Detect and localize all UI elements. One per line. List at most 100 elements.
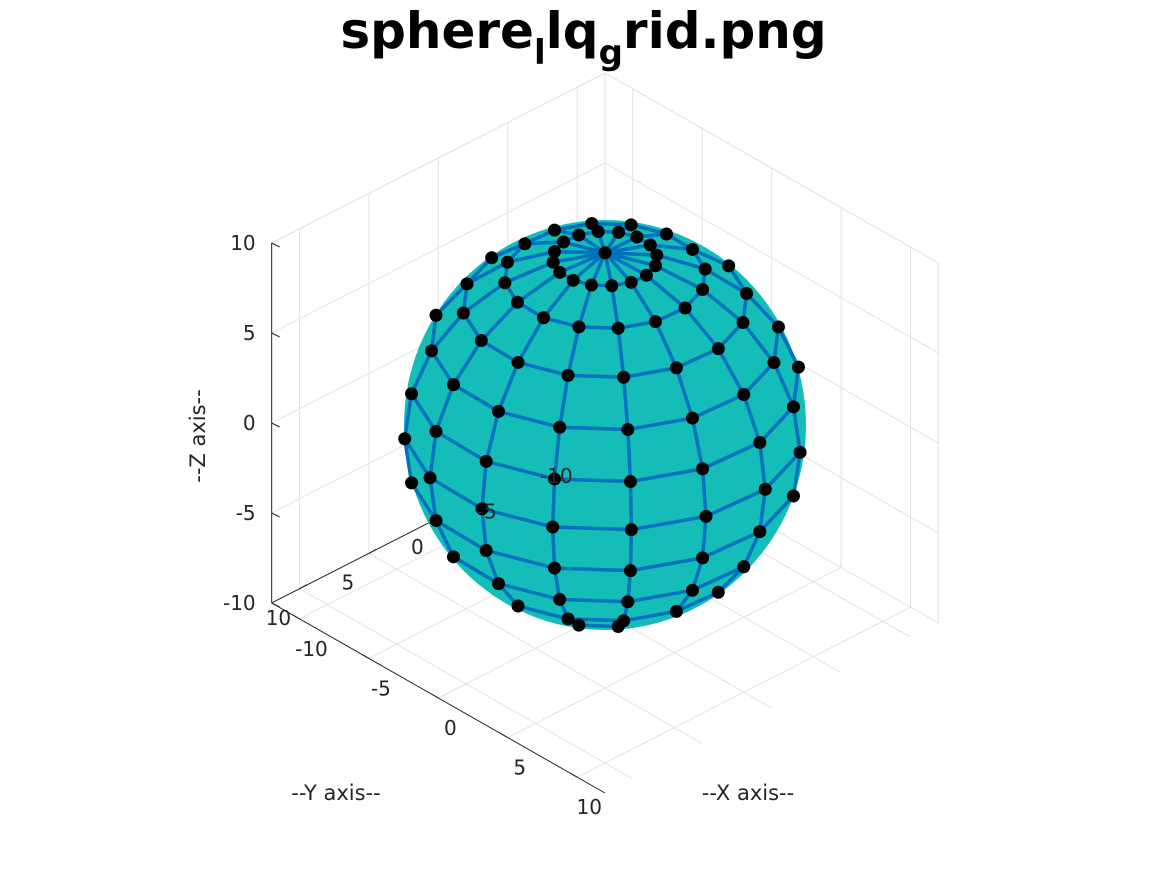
- longitude-segment: [700, 516, 708, 559]
- y-tick-label: 0: [411, 535, 424, 559]
- grid-node-point: [598, 246, 612, 260]
- z-tick-mark: [271, 242, 280, 248]
- longitude-segment: [741, 321, 776, 364]
- grid-node-point: [624, 275, 638, 289]
- longitude-segment: [626, 429, 633, 482]
- z-tick-label: 0: [243, 411, 256, 435]
- longitude-segment: [604, 251, 657, 257]
- grid-node-point: [617, 370, 631, 384]
- longitude-segment: [742, 394, 762, 444]
- latitude-segment: [631, 514, 707, 532]
- longitude-segment: [559, 251, 606, 274]
- grid-node-point: [685, 583, 699, 597]
- latitude-segment: [591, 221, 632, 227]
- latitude-segment: [403, 437, 432, 479]
- grid-node-point: [498, 276, 512, 290]
- longitude-segment: [691, 247, 730, 268]
- latitude-segment: [452, 383, 500, 413]
- latitude-segment: [480, 339, 519, 364]
- longitude-segment: [550, 478, 557, 528]
- longitude-segment: [434, 384, 456, 433]
- z-tick-label: 10: [230, 231, 255, 255]
- grid-edge: [271, 72, 606, 244]
- longitude-segment: [656, 253, 706, 271]
- grid-node-point: [696, 462, 710, 476]
- grid-node-point: [553, 592, 567, 606]
- latitude-segment: [691, 565, 745, 592]
- grid-node-point: [624, 523, 638, 537]
- longitude-segment: [700, 468, 708, 517]
- grid-node-point: [650, 248, 664, 262]
- title-subscript-2: g: [598, 33, 623, 73]
- grid-node-point: [621, 423, 635, 437]
- grid-node-point: [771, 320, 785, 334]
- grid-node-point: [546, 520, 560, 534]
- sphere-nodes: [398, 217, 807, 633]
- grid-node-point: [767, 356, 781, 370]
- y-tick-label: -5: [477, 500, 497, 524]
- grid-node-point: [630, 230, 644, 244]
- grid-node-point: [572, 320, 586, 334]
- z-tick-mark: [271, 422, 280, 428]
- latitude-segment: [498, 581, 561, 602]
- grid-node-point: [737, 388, 751, 402]
- x-tick-mark: [569, 772, 578, 778]
- longitude-segment: [428, 431, 438, 479]
- longitude-segment: [628, 529, 634, 571]
- longitude-segment: [758, 489, 767, 532]
- grid-node-point: [425, 344, 439, 358]
- latitude-segment: [691, 392, 745, 420]
- z-tick-label: -5: [236, 501, 256, 525]
- latitude-segment: [705, 487, 766, 519]
- latitude-segment: [742, 361, 776, 396]
- latitude-segment: [627, 416, 693, 432]
- latitude-segment: [554, 477, 631, 484]
- grid-node-point: [786, 400, 800, 414]
- grid-node-point: [566, 273, 580, 287]
- grid-node-point: [605, 279, 619, 293]
- grid-node-point: [479, 454, 493, 468]
- x-axis-label: --X axis--: [702, 781, 794, 805]
- longitude-segment: [466, 260, 509, 286]
- longitude-segment: [704, 267, 748, 295]
- grid-node-point: [585, 217, 599, 231]
- longitude-segment: [745, 292, 780, 329]
- longitude-segment: [402, 393, 414, 440]
- latitude-segment: [498, 409, 561, 429]
- latitude-segment: [630, 556, 703, 573]
- longitude-segment: [428, 477, 438, 521]
- grid-node-point: [492, 404, 506, 418]
- longitude-segment: [552, 427, 562, 480]
- grid-node-point: [685, 411, 699, 425]
- longitude-segment: [650, 243, 693, 252]
- grid-node-point: [479, 543, 493, 557]
- x-tick-label: -5: [371, 676, 391, 700]
- z-tick-label: 5: [243, 321, 256, 345]
- grid-node-point: [548, 223, 561, 237]
- grid-node-point: [553, 420, 567, 434]
- grid-node-point: [737, 560, 751, 574]
- grid-node-point: [429, 308, 443, 322]
- longitude-segment: [409, 350, 434, 395]
- grid-node-point: [791, 360, 805, 374]
- latitude-segment: [554, 566, 631, 573]
- grid-node-point: [518, 237, 532, 251]
- grid-node-point: [740, 286, 754, 300]
- longitude-segment: [674, 367, 695, 419]
- grid-node-point: [429, 424, 443, 438]
- longitude-segment: [772, 361, 796, 408]
- grid-node-point: [500, 255, 514, 269]
- longitude-segment: [629, 281, 657, 323]
- longitude-segment: [577, 284, 594, 328]
- latitude-segment: [435, 519, 488, 552]
- grid-node-point: [669, 604, 683, 618]
- latitude-segment: [630, 467, 703, 484]
- longitude-segment: [484, 411, 501, 462]
- x-tick-label: 5: [513, 756, 526, 780]
- longitude-segment: [776, 326, 801, 368]
- grid-node-point: [553, 265, 567, 279]
- grid-node-point: [643, 238, 657, 252]
- longitude-segment: [566, 326, 581, 376]
